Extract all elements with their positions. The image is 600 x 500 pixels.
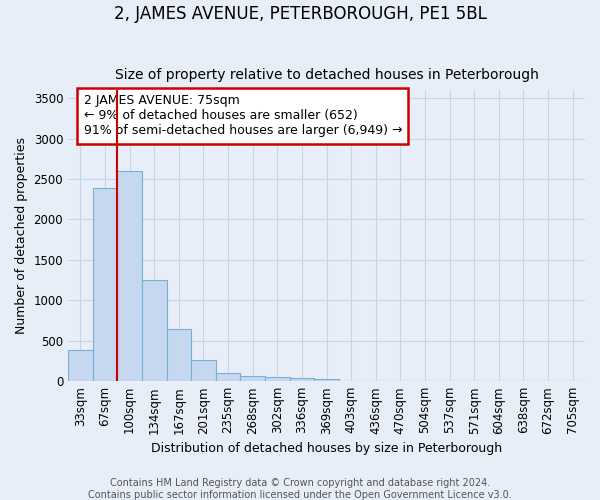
- Bar: [290, 378, 314, 381]
- Bar: [216, 373, 241, 381]
- X-axis label: Distribution of detached houses by size in Peterborough: Distribution of detached houses by size …: [151, 442, 502, 455]
- Bar: [314, 379, 339, 381]
- Title: Size of property relative to detached houses in Peterborough: Size of property relative to detached ho…: [115, 68, 538, 82]
- Bar: [167, 330, 191, 381]
- Bar: [265, 376, 290, 381]
- Bar: [191, 360, 216, 381]
- Bar: [142, 280, 167, 381]
- Text: 2 JAMES AVENUE: 75sqm
← 9% of detached houses are smaller (652)
91% of semi-deta: 2 JAMES AVENUE: 75sqm ← 9% of detached h…: [83, 94, 402, 138]
- Bar: [92, 188, 117, 381]
- Bar: [339, 380, 364, 381]
- Text: Contains HM Land Registry data © Crown copyright and database right 2024.
Contai: Contains HM Land Registry data © Crown c…: [88, 478, 512, 500]
- Bar: [68, 350, 92, 381]
- Text: 2, JAMES AVENUE, PETERBOROUGH, PE1 5BL: 2, JAMES AVENUE, PETERBOROUGH, PE1 5BL: [113, 5, 487, 23]
- Bar: [241, 376, 265, 381]
- Y-axis label: Number of detached properties: Number of detached properties: [15, 137, 28, 334]
- Bar: [117, 171, 142, 381]
